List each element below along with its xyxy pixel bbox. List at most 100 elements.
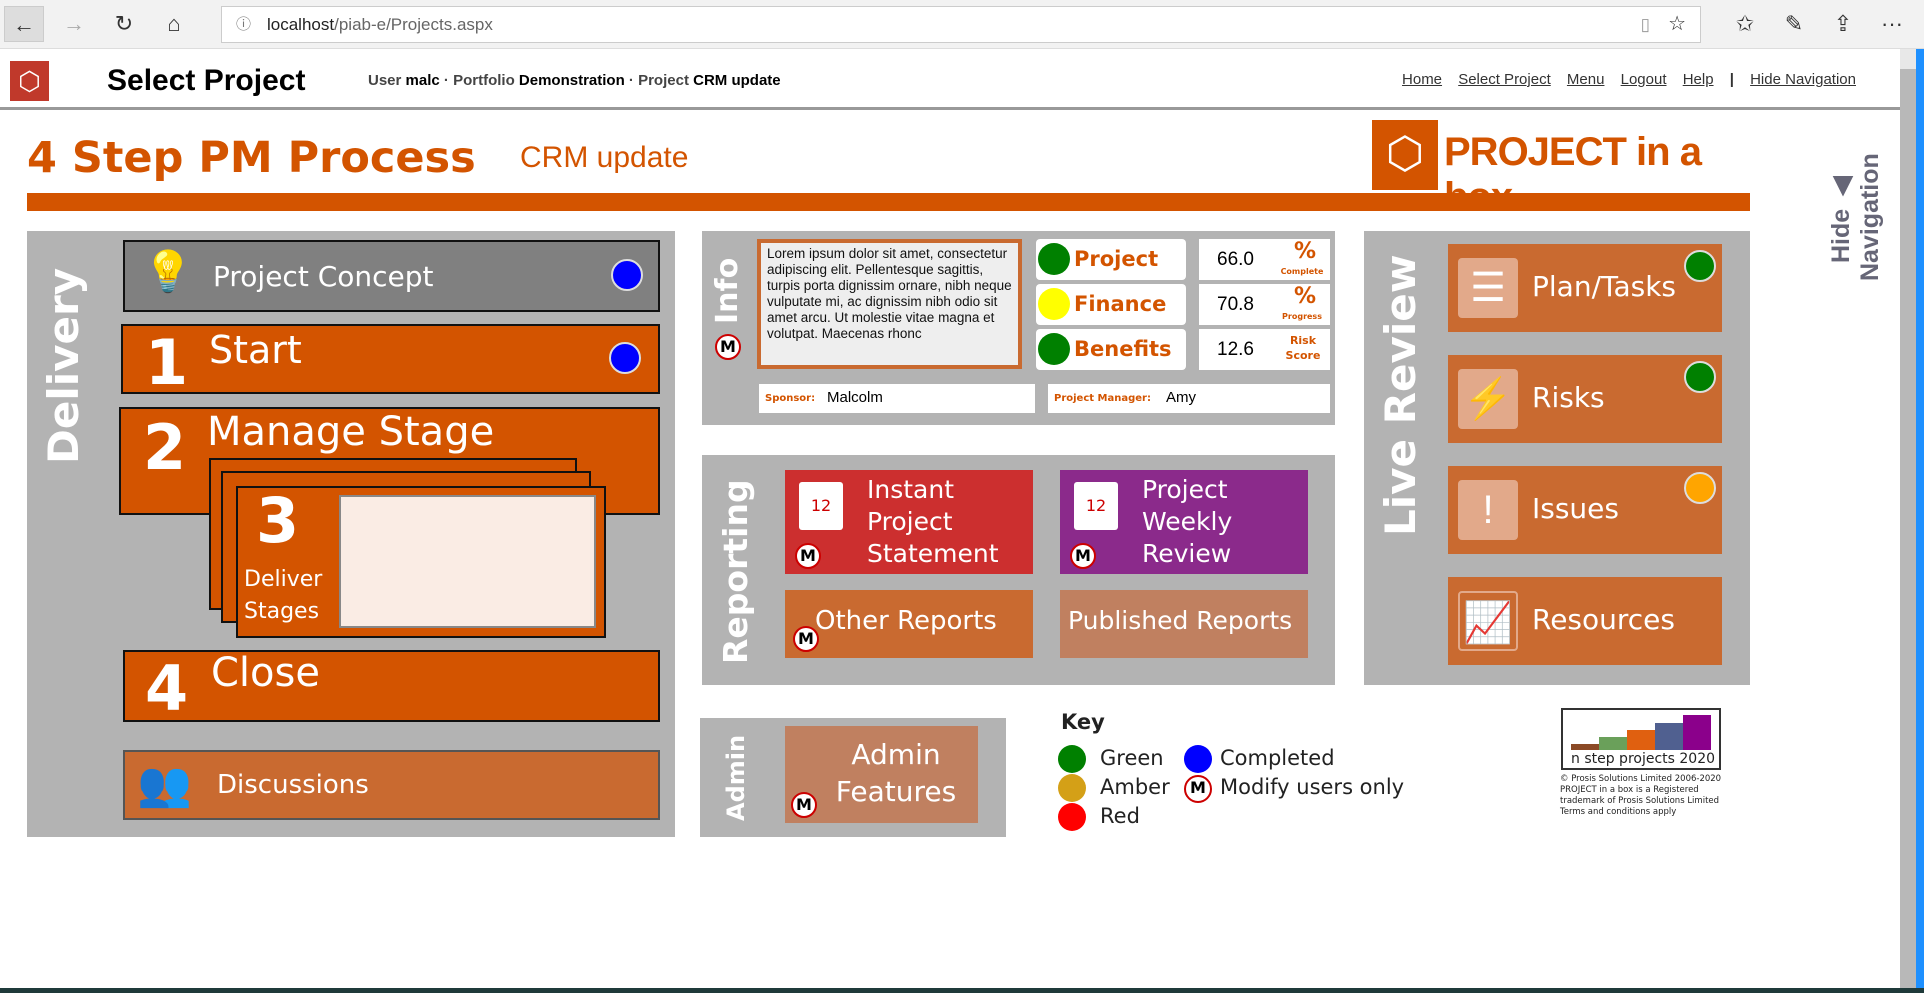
- logo-bar: [1571, 744, 1599, 750]
- gantt-icon: ☰: [1458, 258, 1518, 318]
- url-host: localhost: [267, 15, 335, 34]
- status-amber-dot: [1684, 472, 1716, 504]
- link-home[interactable]: Home: [1402, 71, 1443, 88]
- admin-features-button[interactable]: M Admin Features: [785, 726, 978, 823]
- forward-icon[interactable]: →: [63, 11, 85, 36]
- issues-button[interactable]: ! Issues: [1448, 466, 1722, 554]
- risks-button[interactable]: ⚡ Risks: [1448, 355, 1722, 443]
- start-button[interactable]: 1 Start: [121, 324, 660, 399]
- project-manager-field: Project Manager: Amy: [1048, 384, 1330, 413]
- sponsor-field: Sponsor: Malcolm: [759, 384, 1035, 413]
- link-hide-navigation[interactable]: Hide Navigation: [1750, 71, 1856, 88]
- modify-m-icon: M: [1184, 775, 1212, 803]
- sep: ·: [443, 72, 449, 89]
- calendar-clock-icon: 12: [799, 482, 843, 530]
- sponsor-label: Sponsor:: [765, 393, 816, 404]
- step-number: 4: [145, 652, 189, 725]
- completed-dot: [1184, 745, 1212, 773]
- app-logo-box-icon[interactable]: ⬡: [10, 61, 49, 101]
- project-subtitle: CRM update: [520, 141, 689, 174]
- metric-sub: Score: [1285, 349, 1321, 362]
- metric-value: 66.0: [1217, 249, 1254, 270]
- status-green-dot: [1684, 250, 1716, 282]
- other-reports-button[interactable]: M Other Reports: [785, 590, 1033, 658]
- more-icon[interactable]: ···: [1881, 11, 1903, 36]
- rag-benefits: Benefits: [1036, 329, 1186, 370]
- side-nav-label: Navigation: [1856, 153, 1884, 282]
- modify-m-icon: M: [793, 626, 819, 652]
- key-red: Red: [1100, 804, 1140, 828]
- link-help[interactable]: Help: [1682, 71, 1714, 88]
- project-description[interactable]: Lorem ipsum dolor sit amet, consectetur …: [757, 239, 1022, 369]
- reading-view-icon[interactable]: ▯: [1640, 15, 1650, 34]
- green-dot: [1058, 745, 1086, 773]
- discussions-button[interactable]: 👥 Discussions: [123, 750, 660, 820]
- project-label: Project: [638, 72, 689, 89]
- discussions-label: Discussions: [217, 770, 369, 800]
- metric-risk: 12.6 Risk Score: [1199, 329, 1330, 370]
- rag-label: Finance: [1074, 292, 1167, 316]
- link-menu[interactable]: Menu: [1566, 71, 1605, 88]
- step-number: 3: [256, 484, 300, 557]
- status-completed-dot: [611, 259, 643, 291]
- delivery-label: Delivery: [39, 267, 88, 465]
- admin-label: Admin: [722, 734, 750, 822]
- project-concept-button[interactable]: 💡 Project Concept: [123, 240, 660, 312]
- metric-value: 12.6: [1217, 339, 1254, 360]
- logo-bar: [1655, 723, 1683, 750]
- terms-link[interactable]: Terms and conditions apply: [1560, 807, 1677, 817]
- calendar-clock-icon: 12: [1074, 482, 1118, 530]
- back-icon[interactable]: ←: [4, 6, 44, 42]
- plan-tasks-button[interactable]: ☰ Plan/Tasks: [1448, 244, 1722, 332]
- status-key: Key Green Amber Red Completed M Modify u…: [1058, 710, 1438, 835]
- close-label: Close: [211, 650, 320, 696]
- delivery-panel: Delivery 💡 Project Concept 1 Start 2 Man…: [27, 231, 675, 837]
- status-completed-dot: [609, 342, 641, 374]
- resources-button[interactable]: 📈 Resources: [1448, 577, 1722, 665]
- sep: ·: [628, 72, 634, 89]
- other-reports-label: Other Reports: [815, 606, 997, 636]
- project-weekly-review-button[interactable]: 12 M Project Weekly Review: [1060, 470, 1308, 574]
- link-logout[interactable]: Logout: [1620, 71, 1667, 88]
- status-green-dot: [1038, 243, 1070, 275]
- project-name: CRM update: [693, 72, 781, 89]
- admin-panel: Admin M Admin Features: [700, 718, 1006, 837]
- concept-label: Project Concept: [213, 260, 434, 293]
- n-step-projects-logo: n step projects 2020: [1561, 708, 1721, 770]
- issues-label: Issues: [1532, 492, 1619, 525]
- published-reports-button[interactable]: Published Reports: [1060, 590, 1308, 658]
- scrollbar[interactable]: [1900, 49, 1916, 988]
- home-icon[interactable]: ⌂: [167, 11, 181, 36]
- share-icon[interactable]: ⇪: [1833, 11, 1853, 36]
- pen-icon[interactable]: ✎: [1784, 11, 1804, 36]
- stage-list-area[interactable]: [339, 495, 596, 628]
- lightning-icon: ⚡: [1458, 369, 1518, 429]
- reporting-panel: Reporting 12 M Instant Project Statement…: [702, 455, 1335, 685]
- red-dot: [1058, 803, 1086, 831]
- favorites-icon[interactable]: ✩: [1735, 11, 1755, 36]
- info-icon[interactable]: ⓘ: [236, 16, 252, 33]
- key-completed: Completed: [1220, 746, 1335, 770]
- refresh-icon[interactable]: ↻: [114, 11, 134, 36]
- close-button[interactable]: 4 Close: [123, 650, 660, 725]
- favorite-star-icon[interactable]: ☆: [1668, 13, 1686, 35]
- published-reports-label: Published Reports: [1068, 606, 1293, 635]
- instant-project-statement-button[interactable]: 12 M Instant Project Statement: [785, 470, 1033, 574]
- modify-m-icon: M: [1070, 543, 1096, 569]
- metric-sub: Complete: [1280, 267, 1324, 276]
- modify-m-icon: M: [715, 334, 741, 360]
- live-review-label: Live Review: [1376, 254, 1425, 536]
- rag-finance: Finance: [1036, 284, 1186, 325]
- start-label: Start: [209, 328, 302, 372]
- metric-unit: %: [1293, 284, 1317, 309]
- deliver-label: Deliver Stages: [244, 567, 323, 624]
- exclamation-icon: !: [1458, 480, 1518, 540]
- lightbulb-icon: 💡: [143, 249, 193, 295]
- deliver-stages-button[interactable]: 3 Deliver Stages: [236, 484, 606, 638]
- portfolio-name: Demonstration: [518, 72, 625, 89]
- scrollbar-thumb[interactable]: [1900, 69, 1916, 988]
- side-hide-navigation[interactable]: Hide ◀ Navigation: [1826, 145, 1886, 290]
- address-bar[interactable]: ⓘ localhost/piab-e/Projects.aspx ▯ ☆: [221, 6, 1701, 43]
- link-select-project[interactable]: Select Project: [1458, 71, 1551, 88]
- status-amber-dot: [1038, 288, 1070, 320]
